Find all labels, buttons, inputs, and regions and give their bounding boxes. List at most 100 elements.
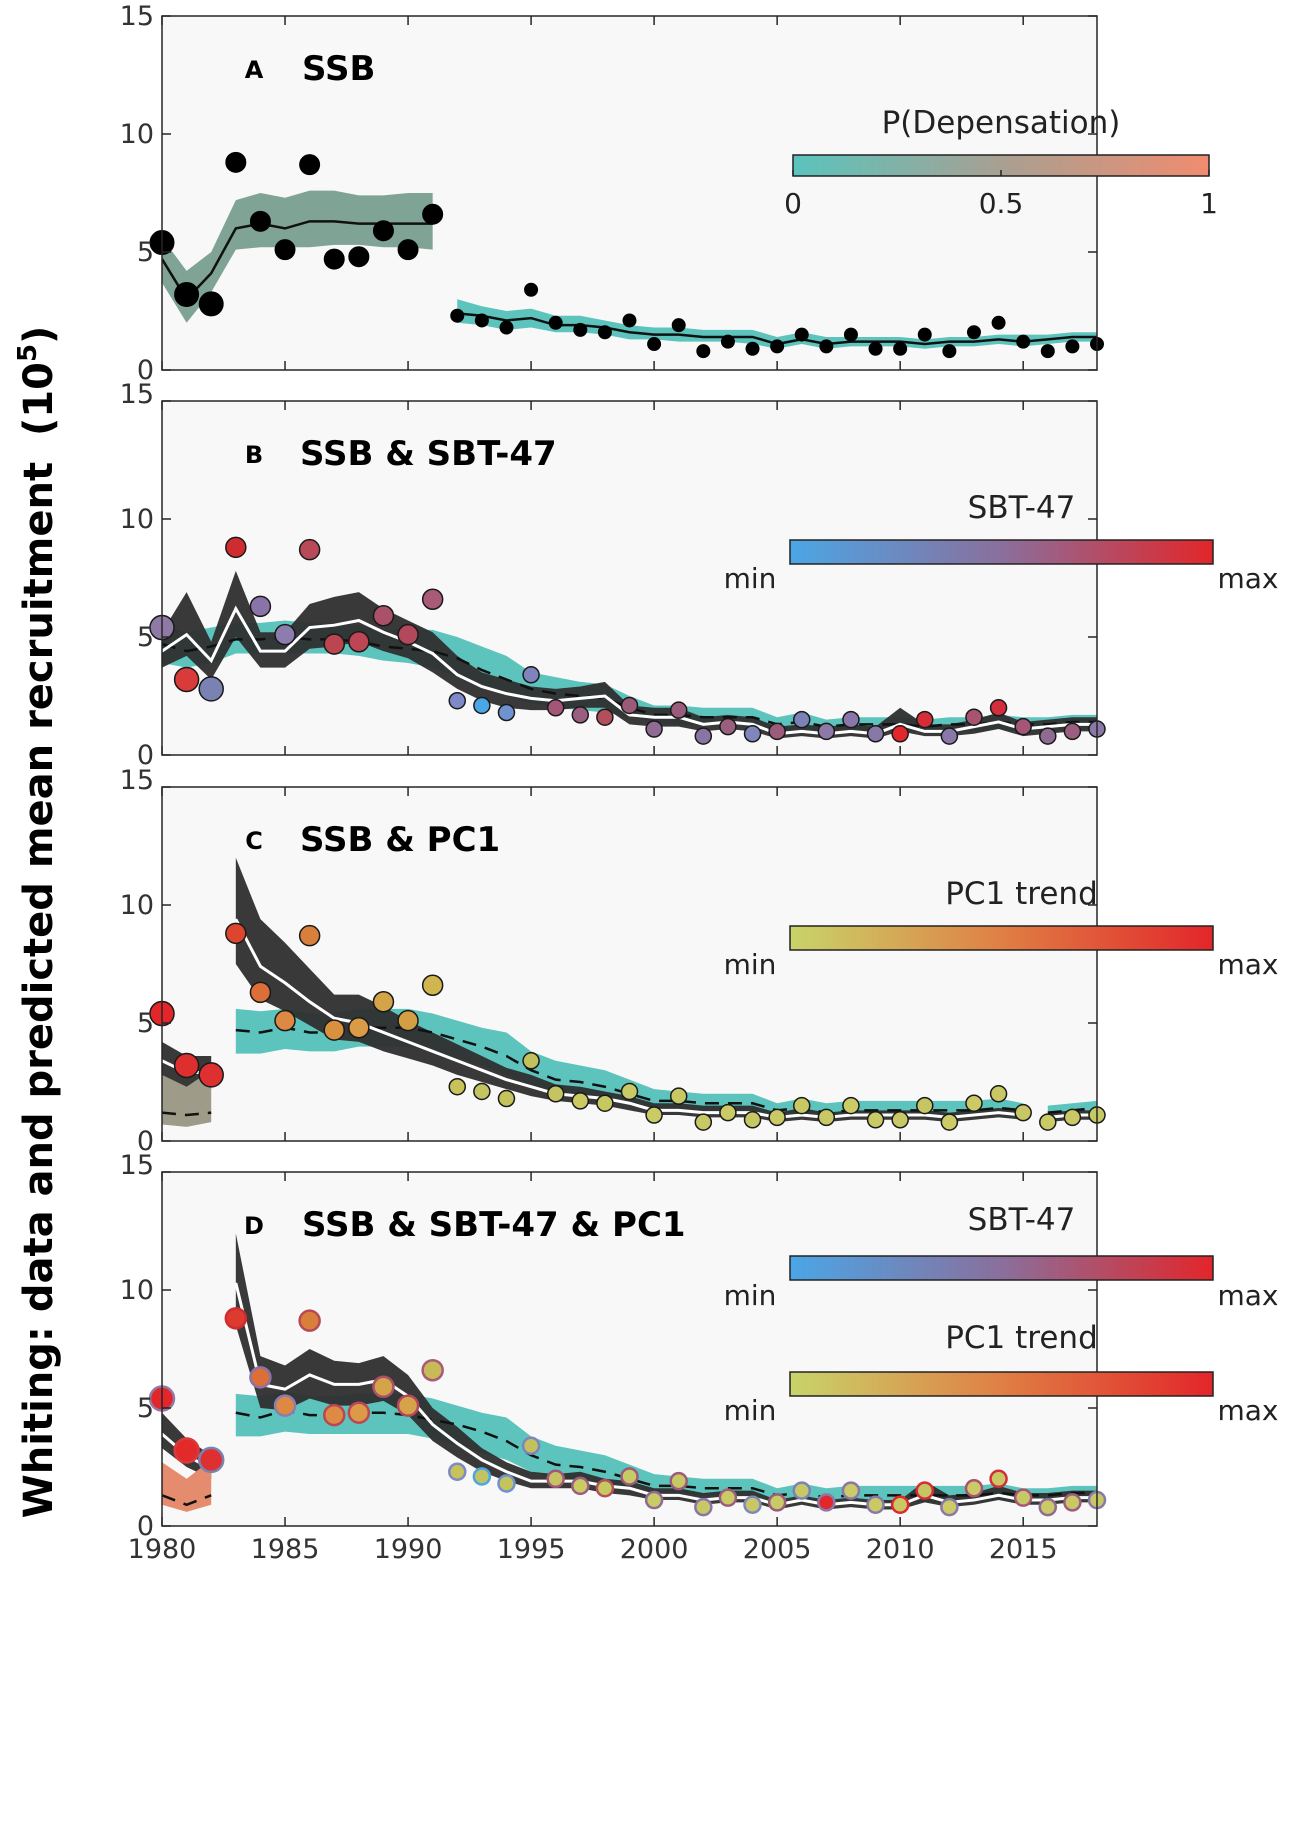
data-point <box>347 1401 371 1424</box>
band-post-1992-fit <box>457 299 1097 349</box>
data-point <box>1038 1497 1058 1517</box>
data-point <box>694 1497 713 1517</box>
data-point <box>198 1062 224 1088</box>
data-point <box>522 666 540 684</box>
x-tick-label: 2000 <box>620 1534 689 1565</box>
data-point <box>620 1082 639 1101</box>
colorbar-gradient <box>789 1371 1214 1397</box>
panel-label: C <box>245 827 263 855</box>
colorbar-tick-label: 1 <box>1200 187 1218 220</box>
data-point <box>397 623 419 646</box>
data-point <box>1039 727 1057 745</box>
data-point <box>474 313 489 328</box>
data-point <box>274 623 296 646</box>
y-tick-label: 15 <box>120 1150 154 1181</box>
data-point <box>546 1085 565 1103</box>
colorbar-tick-label: 0 <box>784 187 802 220</box>
data-point <box>322 1403 346 1427</box>
data-point <box>546 699 565 717</box>
data-point <box>842 1096 860 1115</box>
data-point <box>817 1493 836 1512</box>
x-tick-label: 2015 <box>989 1534 1058 1565</box>
data-point <box>915 1481 935 1500</box>
data-point <box>522 1052 540 1070</box>
data-point <box>1040 344 1055 359</box>
x-tick-label: 2005 <box>743 1534 812 1565</box>
data-point <box>372 220 394 242</box>
colorbar-title: SBT-47 <box>968 1202 1076 1238</box>
data-point <box>448 691 467 710</box>
y-tick-label: 15 <box>120 379 154 410</box>
colorbar-tick-label: min <box>724 562 777 595</box>
colorbar: PC1 trend min max <box>724 876 1279 981</box>
panel-title: SSB & PC1 <box>300 820 500 860</box>
data-point <box>671 318 686 333</box>
panel-title: SSB <box>302 49 375 89</box>
data-point <box>843 327 858 342</box>
data-point <box>891 1111 909 1129</box>
data-point <box>866 1111 885 1129</box>
data-point <box>323 1019 345 1041</box>
panel-label: B <box>245 441 263 469</box>
data-point <box>718 1488 738 1507</box>
y-tick-label: 0 <box>137 1126 154 1157</box>
data-point <box>1014 717 1032 736</box>
y-tick-label: 5 <box>137 237 154 268</box>
colorbar-tick-label: 0.5 <box>979 187 1024 220</box>
data-point <box>421 1358 444 1382</box>
data-point <box>743 1111 762 1129</box>
colorbar-title: SBT-47 <box>968 490 1076 526</box>
data-point <box>792 710 811 729</box>
data-point <box>768 722 786 741</box>
data-point <box>198 676 224 702</box>
line-ssb-sbt-47-fit <box>162 605 1097 736</box>
data-point <box>372 605 395 627</box>
data-point <box>720 334 735 349</box>
data-point <box>298 1309 321 1332</box>
data-point <box>273 1394 297 1417</box>
axes-frame <box>161 400 1098 756</box>
y-tick-label: 0 <box>137 355 154 386</box>
data-point <box>571 1092 590 1110</box>
line-early-ssb-only-fit <box>162 1111 212 1117</box>
colorbar-title: PC1 trend <box>945 1320 1098 1356</box>
data-point <box>669 1471 688 1491</box>
colorbar: PC1 trend min max <box>724 1320 1279 1427</box>
data-point <box>694 1113 713 1131</box>
data-point <box>521 1436 541 1456</box>
data-point <box>225 536 247 559</box>
panel-a: 0 5 10 15 A SSB P(Depensation) 0 0.5 1 <box>120 1 1218 386</box>
y-tick-label: 10 <box>120 1275 154 1306</box>
colorbar-tick-label: max <box>1217 1279 1278 1312</box>
y-tick-label: 15 <box>120 765 154 796</box>
x-tick-label: 2010 <box>866 1534 935 1565</box>
panel-title: SSB & SBT-47 <box>300 434 557 474</box>
data-point <box>622 313 637 328</box>
data-point <box>497 1089 516 1108</box>
data-point <box>397 239 419 261</box>
data-point <box>868 341 883 356</box>
data-point <box>645 1106 663 1124</box>
data-point <box>595 1478 615 1498</box>
colorbar: P(Depensation) 0 0.5 1 <box>784 105 1218 220</box>
data-point <box>940 727 959 745</box>
colorbar: SBT-47 min max <box>724 1202 1279 1312</box>
data-point <box>989 699 1008 717</box>
data-point <box>917 327 932 342</box>
data-point <box>396 1394 420 1417</box>
data-point <box>645 720 663 738</box>
data-point <box>1063 1493 1082 1512</box>
data-point <box>299 154 321 176</box>
data-point <box>1014 1103 1032 1122</box>
data-point <box>224 1307 248 1330</box>
data-point <box>524 282 539 297</box>
y-tick-label: 5 <box>137 1008 154 1039</box>
band-ssb-only-fit <box>235 1391 1097 1503</box>
y-axis-label-unit-exp: 5 <box>13 344 43 362</box>
line-ssb-only-fit <box>162 635 1097 728</box>
x-tick-label: 1980 <box>128 1534 197 1565</box>
data-point <box>989 1469 1008 1489</box>
data-point <box>596 1094 614 1112</box>
data-point <box>669 1087 688 1105</box>
data-point <box>225 151 247 173</box>
